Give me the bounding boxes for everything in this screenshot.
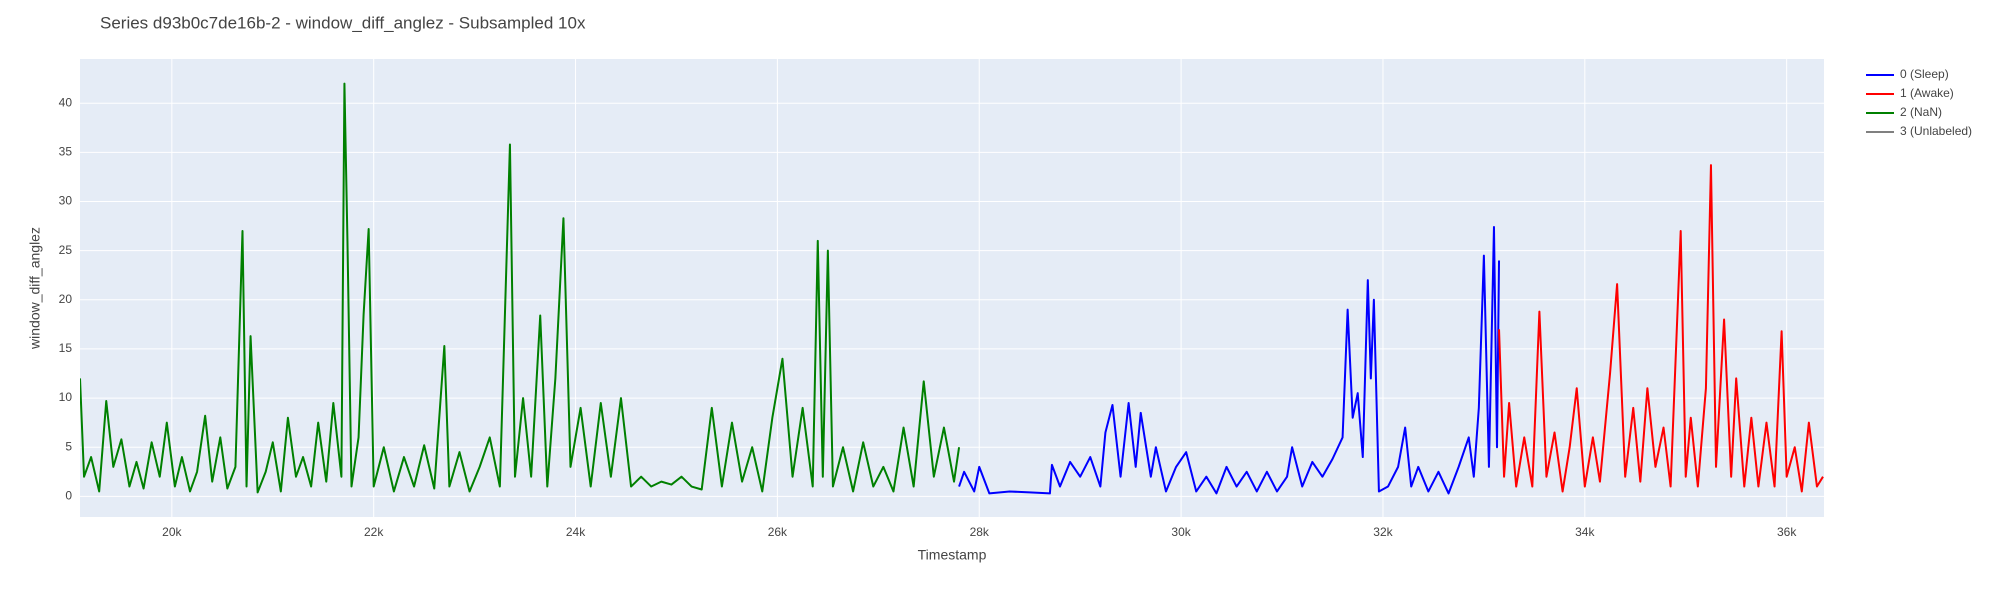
y-tick-label: 35 (59, 145, 73, 159)
y-tick-label: 10 (59, 390, 73, 404)
x-tick-label: 20k (162, 525, 182, 539)
legend-label: 2 (NaN) (1900, 105, 1942, 119)
y-tick-label: 15 (59, 341, 73, 355)
legend-label: 0 (Sleep) (1900, 67, 1949, 81)
y-tick-label: 0 (65, 489, 72, 503)
chart-title: Series d93b0c7de16b-2 - window_diff_angl… (100, 13, 586, 32)
series-line (80, 82, 961, 494)
series-line (958, 226, 1501, 495)
legend-item[interactable]: 0 (Sleep) (1866, 67, 1949, 81)
legend-item[interactable]: 2 (NaN) (1866, 105, 1942, 119)
y-tick-label: 40 (59, 95, 73, 109)
x-tick-label: 28k (970, 525, 990, 539)
legend-item[interactable]: 1 (Awake) (1866, 86, 1954, 100)
legend-label: 1 (Awake) (1900, 86, 1954, 100)
legend: 0 (Sleep) 1 (Awake) 2 (NaN) 3 (Unlabeled) (1866, 67, 1972, 138)
y-tick-label: 30 (59, 194, 73, 208)
y-tick-label: 25 (59, 243, 73, 257)
x-tick-label: 22k (364, 525, 384, 539)
lines (80, 82, 1824, 495)
x-tick-label: 26k (768, 525, 788, 539)
x-tick-label: 32k (1373, 525, 1393, 539)
x-tick-label: 24k (566, 525, 586, 539)
legend-item[interactable]: 3 (Unlabeled) (1866, 124, 1972, 138)
legend-label: 3 (Unlabeled) (1900, 124, 1972, 138)
x-axis-title: Timestamp (918, 547, 987, 563)
x-tick-label: 30k (1171, 525, 1191, 539)
y-tick-label: 5 (65, 439, 72, 453)
x-tick-label: 36k (1777, 525, 1797, 539)
series-line (1498, 164, 1824, 493)
y-tick-label: 20 (59, 292, 73, 306)
x-tick-label: 34k (1575, 525, 1595, 539)
y-axis-title: window_diff_anglez (27, 227, 43, 350)
